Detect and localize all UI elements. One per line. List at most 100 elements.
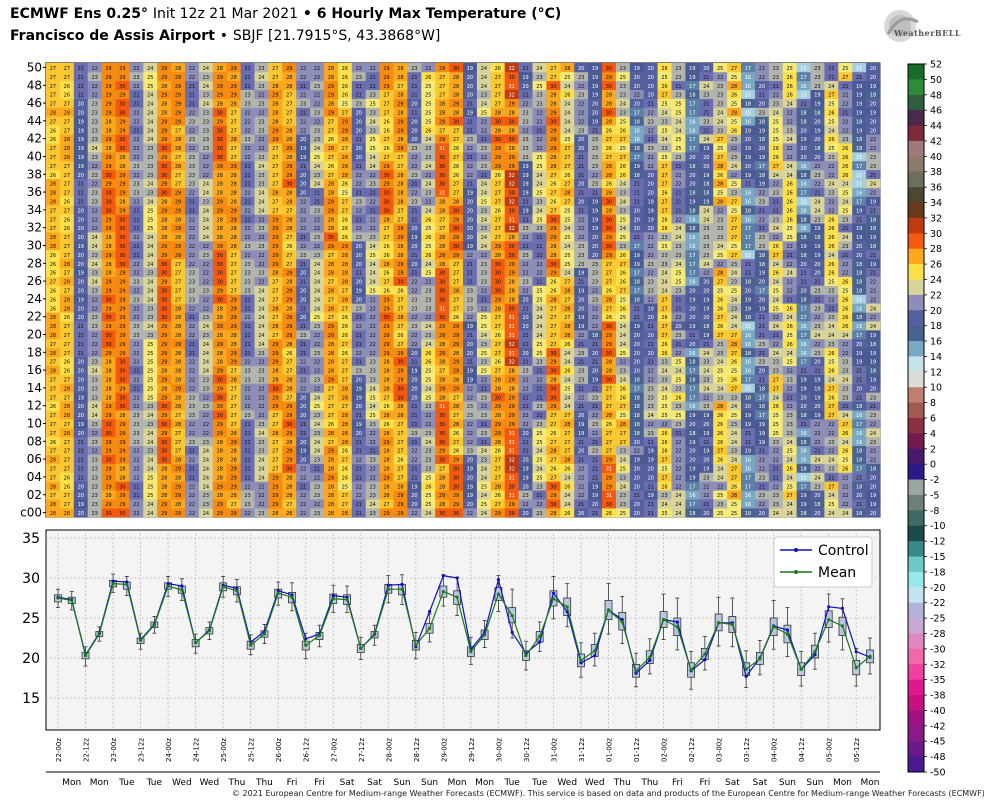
heatmap-cell-value: 22 <box>536 378 542 384</box>
heatmap-cell <box>463 499 478 509</box>
heatmap-cell-value: 27 <box>383 226 389 232</box>
heatmap-cell-value: 26 <box>425 484 431 490</box>
heatmap-cell-value: 22 <box>842 475 848 481</box>
heatmap-cell-value: 19 <box>800 378 806 384</box>
heatmap-cell-value: 28 <box>161 217 167 223</box>
heatmap-cell-value: 23 <box>189 271 195 277</box>
heatmap-cell <box>490 499 505 509</box>
heatmap-cell-value: 25 <box>661 244 667 250</box>
heatmap-cell <box>671 481 686 491</box>
heatmap-cell-value: 27 <box>620 288 626 294</box>
heatmap-cell-value: 26 <box>425 217 431 223</box>
heatmap-cell-value: 29 <box>397 271 403 277</box>
heatmap-cell <box>685 499 700 509</box>
heatmap-cell-value: 20 <box>300 413 306 419</box>
heatmap-cell-value: 27 <box>64 378 70 384</box>
heatmap-cell-value: 27 <box>50 378 56 384</box>
heatmap-cell-value: 25 <box>425 271 431 277</box>
heatmap-cell-value: 20 <box>522 297 528 303</box>
heatmap-cell <box>671 508 686 518</box>
heatmap-cell-value: 20 <box>592 253 598 259</box>
heatmap-cell-value: 29 <box>606 253 612 259</box>
heatmap-cell-value: 23 <box>314 208 320 214</box>
heatmap-cell-value: 28 <box>342 386 348 392</box>
heatmap-cell-value: 24 <box>481 467 487 473</box>
heatmap-cell-value: 28 <box>328 271 334 277</box>
heatmap-cell-value: 26 <box>383 146 389 152</box>
heatmap-cell-value: 26 <box>828 244 834 250</box>
heatmap-cell <box>101 454 116 464</box>
heatmap-cell-value: 23 <box>314 511 320 517</box>
heatmap-cell <box>685 490 700 500</box>
heatmap-cell-value: 23 <box>411 297 417 303</box>
heatmap-cell-value: 23 <box>661 360 667 366</box>
heatmap-cell-value: 30 <box>508 306 514 312</box>
heatmap-cell-value: 29 <box>397 235 403 241</box>
heatmap-cell-value: 30 <box>606 351 612 357</box>
heatmap-cell-value: 20 <box>689 422 695 428</box>
heatmap-cell-value: 28 <box>383 449 389 455</box>
heatmap-cell-value: 29 <box>439 386 445 392</box>
heatmap-cell-value: 19 <box>856 208 862 214</box>
heatmap-cell-value: 28 <box>50 182 56 188</box>
heatmap-cell-value: 19 <box>522 191 528 197</box>
heatmap-cell-value: 20 <box>689 306 695 312</box>
heatmap-cell <box>504 472 519 482</box>
heatmap-cell-value: 23 <box>369 484 375 490</box>
heatmap-cell-value: 27 <box>397 440 403 446</box>
heatmap-cell-value: 26 <box>731 378 737 384</box>
heatmap-cell-value: 22 <box>356 493 362 499</box>
heatmap-cell-value: 24 <box>786 271 792 277</box>
heatmap-cell-value: 22 <box>133 288 139 294</box>
heatmap-cell-value: 20 <box>856 386 862 392</box>
heatmap-cell-value: 29 <box>397 369 403 375</box>
heatmap-cell-value: 22 <box>356 458 362 464</box>
heatmap-cell-value: 29 <box>161 182 167 188</box>
heatmap-cell-value: 27 <box>661 333 667 339</box>
heatmap-cell-value: 26 <box>842 306 848 312</box>
heatmap-cell-value: 27 <box>550 342 556 348</box>
heatmap-cell-value: 26 <box>661 226 667 232</box>
heatmap-cell-value: 24 <box>91 262 97 268</box>
heatmap-cell-value: 28 <box>64 262 70 268</box>
heatmap-cell-value: 27 <box>397 475 403 481</box>
heatmap-cell-value: 29 <box>272 235 278 241</box>
heatmap-cell-value: 24 <box>91 244 97 250</box>
heatmap-cell-value: 16 <box>800 164 806 170</box>
heatmap-cell-value: 23 <box>369 182 375 188</box>
heatmap-cell-value: 29 <box>397 146 403 152</box>
heatmap-cell <box>810 454 825 464</box>
heatmap-cell-value: 18 <box>856 511 862 517</box>
heatmap-cell-value: 25 <box>564 262 570 268</box>
heatmap-cell-value: 27 <box>383 235 389 241</box>
heatmap-cell-value: 24 <box>481 449 487 455</box>
heatmap-cell-value: 24 <box>842 378 848 384</box>
heatmap-cell-value: 26 <box>425 360 431 366</box>
heatmap-cell-value: 19 <box>703 306 709 312</box>
heatmap-cell <box>518 508 533 518</box>
heatmap-cell-value: 29 <box>119 449 125 455</box>
heatmap-cell-value: 21 <box>522 342 528 348</box>
heatmap-cell <box>240 454 255 464</box>
heatmap-cell-value: 21 <box>133 208 139 214</box>
heatmap-cell-value: 16 <box>745 333 751 339</box>
heatmap-cell-value: 28 <box>175 164 181 170</box>
heatmap-cell <box>824 472 839 482</box>
heatmap-cell <box>282 490 297 500</box>
heatmap-cell-value: 23 <box>147 173 153 179</box>
heatmap-cell-value: 20 <box>647 173 653 179</box>
heatmap-cell <box>351 499 366 509</box>
product-name: 6 Hourly Max Temperature (°C) <box>317 6 562 22</box>
heatmap-cell-value: 22 <box>425 199 431 205</box>
heatmap-cell-value: 21 <box>244 475 250 481</box>
heatmap-cell-value: 28 <box>230 342 236 348</box>
heatmap-cell-value: 22 <box>356 226 362 232</box>
heatmap-cell <box>365 508 380 518</box>
heatmap-cell <box>310 481 325 491</box>
heatmap-cell-value: 21 <box>467 333 473 339</box>
heatmap-cell-value: 29 <box>119 502 125 508</box>
heatmap-cell-value: 22 <box>773 235 779 241</box>
heatmap-cell-value: 24 <box>369 164 375 170</box>
heatmap-cell-value: 25 <box>564 208 570 214</box>
heatmap-cell-value: 16 <box>856 413 862 419</box>
